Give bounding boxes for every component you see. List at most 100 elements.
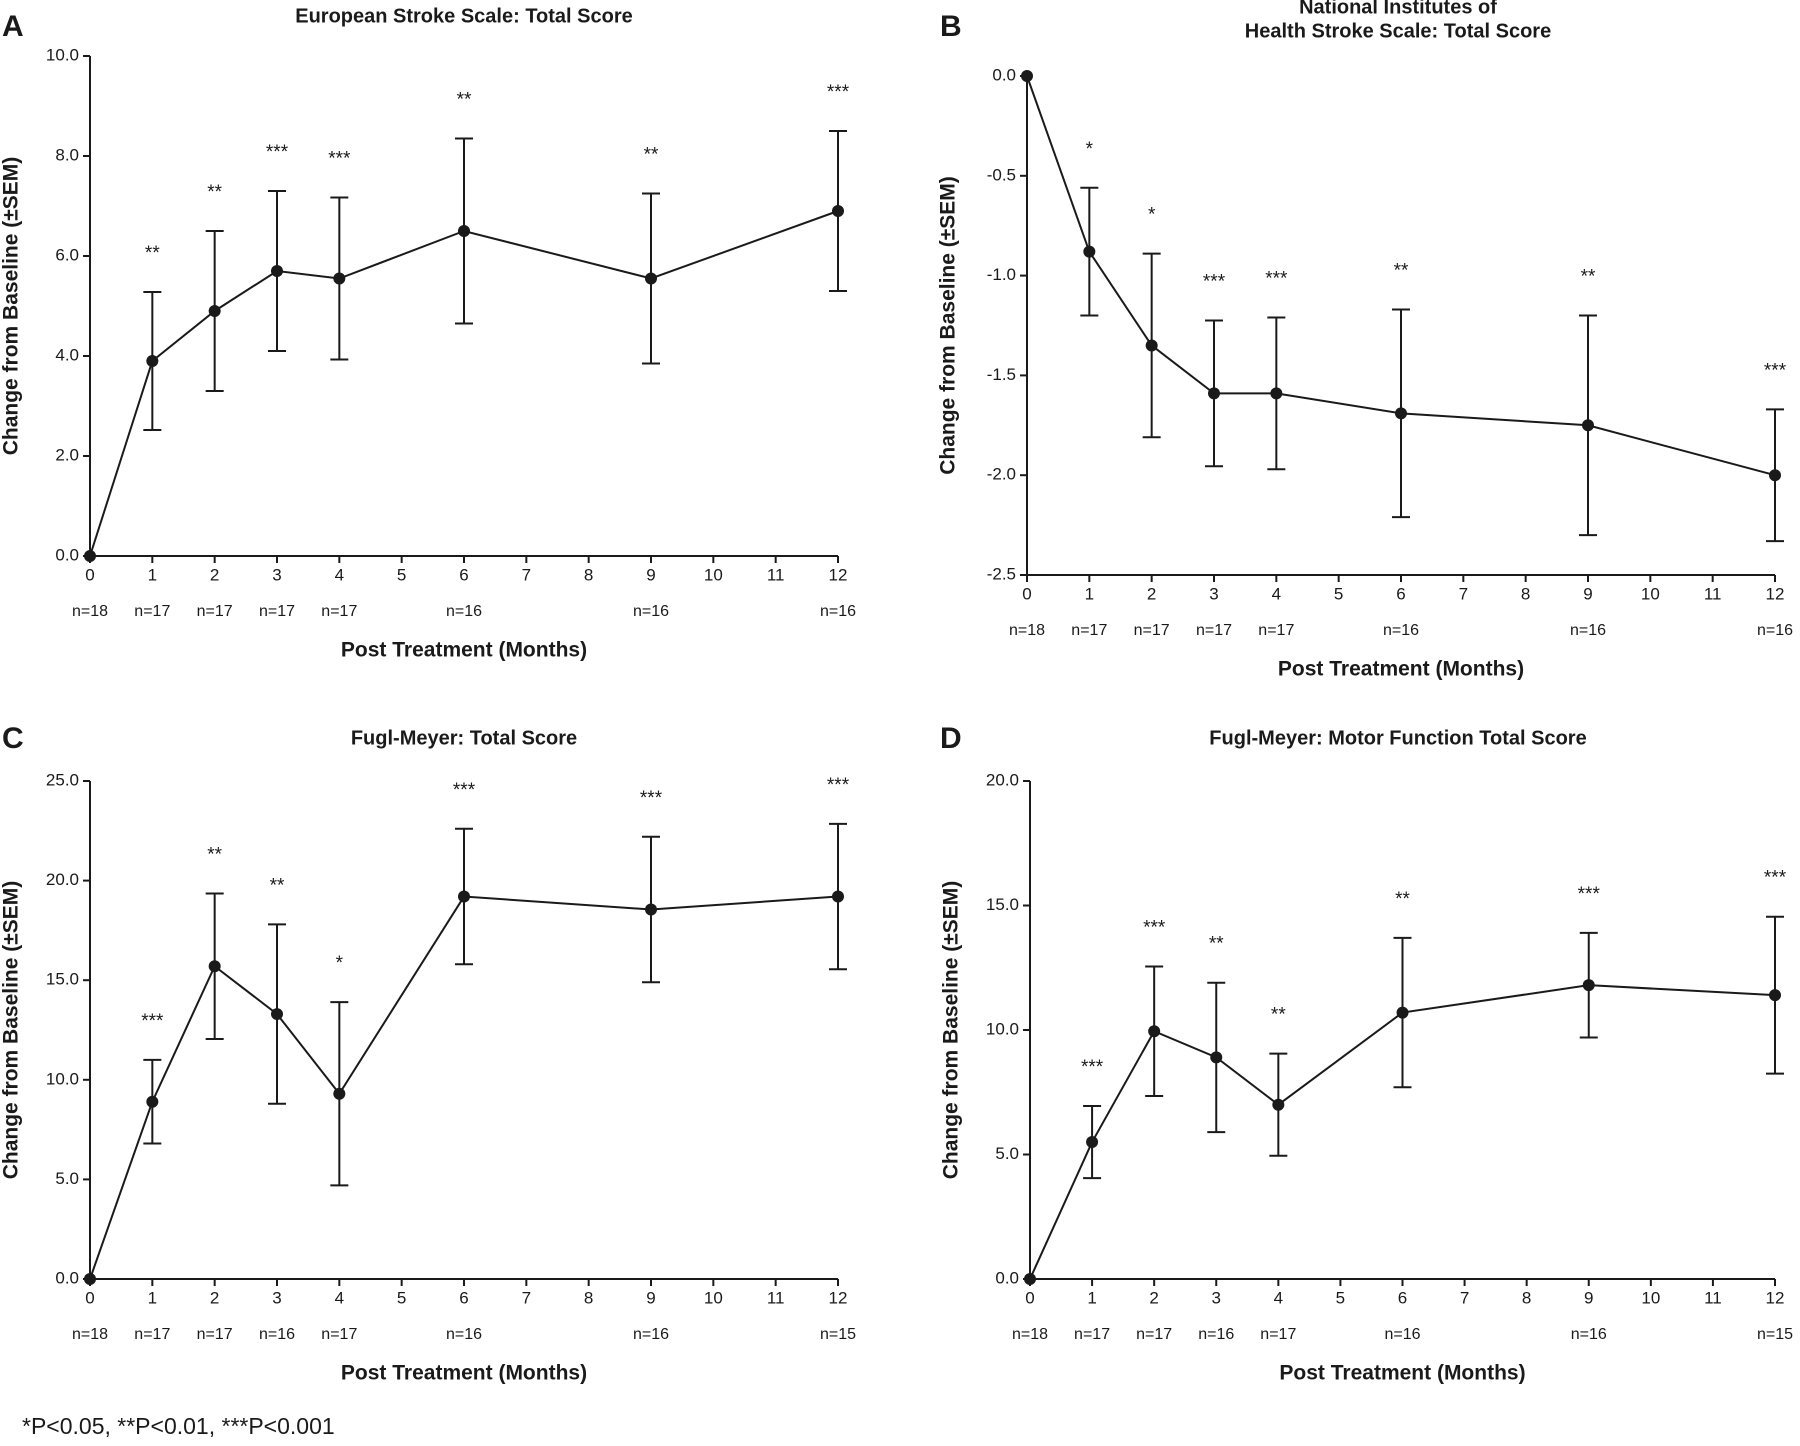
data-point [84, 550, 96, 562]
data-point [1083, 245, 1096, 258]
data-line [1029, 984, 1776, 1280]
x-tick-label: 5 [1334, 584, 1343, 603]
panel-label: A [2, 10, 24, 43]
chart-title: National Institutes of [1299, 0, 1497, 18]
significance-label: ** [270, 875, 285, 896]
panel-label: C [2, 722, 24, 755]
data-line [89, 210, 839, 557]
x-tick-label: 11 [1704, 584, 1722, 603]
x-tick-label: 0 [1025, 1288, 1034, 1307]
data-point [271, 1008, 283, 1021]
x-tick-label: 5 [1336, 1288, 1345, 1307]
significance-label: *** [328, 149, 351, 170]
n-label: n=16 [820, 603, 856, 620]
data-point [645, 903, 657, 916]
x-tick-label: 1 [148, 565, 157, 584]
n-label: n=17 [1258, 622, 1294, 639]
significance-label: ** [1271, 1005, 1286, 1026]
y-tick-label: 20.0 [986, 770, 1019, 789]
data-point [208, 305, 221, 317]
n-label: n=18 [72, 603, 108, 620]
n-label: n=15 [1757, 1326, 1793, 1343]
x-tick-label: 3 [1212, 1288, 1221, 1307]
y-tick-label: 15.0 [46, 970, 79, 989]
x-tick-label: 0 [1022, 584, 1031, 603]
y-tick-label: -1.0 [987, 265, 1016, 284]
data-point [1145, 339, 1158, 352]
x-tick-label: 1 [148, 1288, 157, 1307]
n-label: n=16 [446, 1326, 482, 1343]
significance-label: ** [1581, 267, 1596, 288]
x-tick-label: 8 [1521, 584, 1530, 603]
x-tick-label: 6 [1396, 584, 1405, 603]
data-point [146, 1095, 159, 1108]
footnote: *P<0.05, **P<0.01, ***P<0.001 [22, 1413, 335, 1439]
x-tick-label: 0 [85, 1288, 94, 1307]
n-label: n=17 [1260, 1326, 1296, 1343]
x-tick-label: 12 [829, 1288, 848, 1307]
x-tick-label: 12 [1766, 1288, 1785, 1307]
n-label: n=16 [633, 603, 669, 620]
panel-label: B [940, 10, 962, 43]
chart-title: Health Stroke Scale: Total Score [1245, 20, 1551, 42]
data-point [1582, 979, 1595, 992]
data-point [333, 272, 346, 285]
significance-label: *** [1143, 918, 1166, 939]
y-tick-label: 5.0 [995, 1144, 1019, 1163]
significance-label: * [1086, 139, 1094, 160]
data-point [832, 205, 844, 217]
significance-label: *** [1764, 868, 1787, 889]
data-point [208, 960, 221, 973]
n-label: n=17 [134, 603, 170, 620]
n-label: n=17 [134, 1326, 170, 1343]
n-label: n=16 [1757, 622, 1793, 639]
x-tick-label: 7 [522, 565, 531, 584]
data-point [458, 225, 470, 237]
n-label: n=17 [1074, 1326, 1110, 1343]
significance-label: *** [827, 82, 850, 103]
n-label: n=16 [1198, 1326, 1234, 1343]
y-axis-label: Change from Baseline (±SEM) [0, 881, 23, 1180]
data-point [1021, 70, 1033, 82]
x-axis-label: Post Treatment (Months) [1278, 658, 1524, 681]
x-tick-label: 1 [1087, 1288, 1096, 1307]
y-tick-label: 4.0 [55, 345, 79, 364]
n-label: n=16 [446, 603, 482, 620]
y-tick-label: 0.0 [992, 65, 1016, 84]
y-tick-label: 10.0 [986, 1019, 1019, 1038]
x-tick-label: 6 [1398, 1288, 1407, 1307]
significance-label: *** [266, 142, 289, 163]
y-tick-label: 5.0 [55, 1169, 79, 1188]
x-tick-label: 4 [335, 1288, 344, 1307]
significance-label: ** [145, 243, 160, 264]
data-line [89, 895, 839, 1280]
x-tick-label: 3 [272, 1288, 281, 1307]
x-tick-label: 5 [397, 565, 406, 584]
n-label: n=18 [1012, 1326, 1048, 1343]
significance-label: ** [207, 182, 222, 203]
n-label: n=16 [633, 1326, 669, 1343]
x-tick-label: 7 [1460, 1288, 1469, 1307]
significance-label: ** [1395, 889, 1410, 910]
x-tick-label: 10 [704, 565, 723, 584]
significance-label: *** [1265, 269, 1288, 290]
x-axis-label: Post Treatment (Months) [341, 639, 587, 662]
n-label: n=17 [1134, 622, 1170, 639]
x-tick-label: 0 [85, 565, 94, 584]
data-point [832, 890, 844, 903]
significance-label: *** [827, 775, 850, 796]
data-point [271, 265, 283, 277]
x-tick-label: 2 [1147, 584, 1156, 603]
chart-title: Fugl-Meyer: Total Score [351, 727, 577, 749]
data-point [1086, 1136, 1099, 1149]
data-point [1024, 1273, 1036, 1285]
significance-label: *** [1578, 884, 1601, 905]
data-point [1395, 407, 1407, 420]
significance-label: *** [640, 788, 663, 809]
data-point [458, 890, 470, 903]
x-tick-label: 7 [522, 1288, 531, 1307]
n-label: n=18 [72, 1326, 108, 1343]
data-point [1396, 1006, 1409, 1019]
x-tick-label: 4 [1272, 584, 1281, 603]
y-tick-label: 10.0 [46, 1069, 79, 1088]
